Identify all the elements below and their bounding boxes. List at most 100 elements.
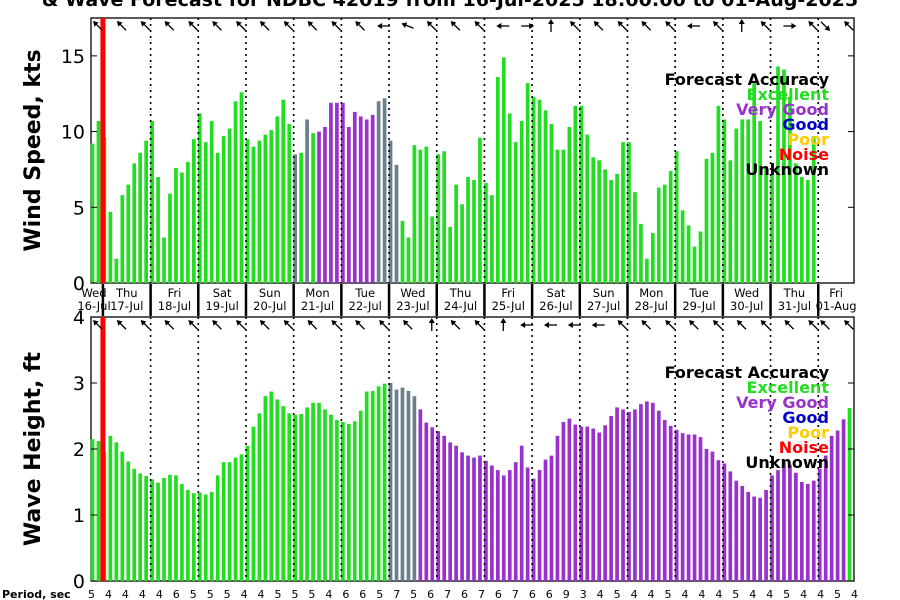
direction-arrow-icon	[93, 21, 103, 31]
data-bar	[752, 83, 757, 283]
data-bar	[603, 169, 607, 283]
direction-arrow-icon	[760, 320, 771, 330]
data-bar	[197, 492, 202, 581]
direction-arrow-icon	[428, 318, 435, 331]
direction-arrow-icon	[687, 23, 701, 29]
data-bar	[495, 470, 500, 581]
direction-arrow-icon	[641, 21, 652, 31]
data-bar	[346, 423, 351, 581]
direction-arrow-icon	[712, 21, 723, 31]
data-bar	[800, 177, 804, 283]
data-bar	[728, 471, 733, 581]
day-label-date: 01-Aug	[816, 299, 857, 313]
data-bar	[329, 414, 333, 581]
data-bar	[692, 434, 697, 581]
data-bar	[287, 124, 292, 283]
period-value: 5	[275, 588, 282, 600]
data-bar	[388, 383, 393, 581]
data-bar	[519, 120, 524, 283]
data-bar	[686, 225, 691, 283]
data-bar	[358, 410, 363, 581]
direction-arrow-icon	[736, 320, 747, 330]
y-tick-label: 5	[73, 197, 85, 219]
data-bar	[740, 119, 745, 283]
current-time-marker	[100, 18, 106, 283]
day-label-date: 29-Jul	[682, 299, 715, 313]
data-bar	[156, 177, 160, 283]
data-bar	[579, 105, 584, 283]
data-bar	[704, 449, 709, 581]
data-bar	[203, 142, 208, 283]
day-label-date: 26-Jul	[539, 299, 572, 313]
data-bar	[627, 142, 631, 283]
data-bar	[305, 407, 309, 581]
direction-arrow-icon	[283, 320, 294, 330]
data-bar	[317, 402, 321, 581]
period-value: 4	[817, 588, 824, 600]
data-bar	[472, 457, 476, 581]
data-bar	[144, 140, 148, 283]
period-label: Period, sec	[2, 588, 71, 600]
data-bar	[382, 98, 387, 283]
day-label-date: 20-Jul	[253, 299, 286, 313]
period-value: 4	[241, 588, 248, 600]
panel-wind: 0 5 10 15 Wind Speed, kts	[21, 17, 855, 295]
data-bar	[454, 445, 458, 581]
data-bar	[275, 116, 280, 283]
data-bar	[358, 116, 363, 283]
data-bar	[639, 223, 643, 283]
period-value: 6	[461, 588, 468, 600]
day-label-date: 27-Jul	[587, 299, 620, 313]
legend-item: Poor	[787, 423, 829, 442]
direction-arrow-icon	[377, 23, 391, 29]
data-bar	[233, 101, 238, 284]
direction-arrow-icon	[450, 21, 461, 31]
direction-arrow-icon	[689, 320, 699, 330]
data-bar	[460, 204, 464, 283]
y-axis-label: Wind Speed, kts	[21, 49, 46, 251]
period-value: 5	[376, 588, 383, 600]
data-bar	[263, 396, 268, 581]
data-bar	[585, 134, 590, 283]
data-bar	[788, 96, 792, 283]
direction-arrow-icon	[808, 21, 818, 31]
data-bar	[269, 391, 274, 581]
data-bar	[430, 216, 435, 283]
day-label-dow: Tue	[354, 286, 375, 300]
day-label-date: 18-Jul	[158, 299, 191, 313]
data-bar	[424, 422, 429, 581]
direction-arrow-icon	[402, 320, 413, 330]
data-bar	[686, 434, 691, 581]
data-bar	[132, 468, 137, 581]
data-bar	[537, 470, 542, 581]
direction-arrow-icon	[140, 21, 151, 31]
period-value: 5	[834, 588, 841, 600]
data-bar	[692, 246, 697, 283]
data-bar	[448, 442, 453, 581]
y-tick-label: 1	[73, 505, 85, 527]
direction-arrow-icon	[188, 320, 199, 330]
direction-arrow-icon	[844, 21, 854, 31]
y-tick-label: 15	[61, 46, 85, 68]
data-bar	[472, 180, 476, 283]
period-value: 4	[122, 588, 129, 600]
data-bar	[609, 180, 613, 283]
day-label-dow: Mon	[305, 286, 329, 300]
direction-arrow-icon	[820, 21, 831, 31]
data-bar	[829, 435, 834, 581]
data-bar	[144, 476, 148, 581]
data-bar	[501, 57, 506, 283]
data-bar	[633, 192, 637, 283]
data-bar	[740, 485, 745, 581]
data-bar	[668, 425, 673, 581]
data-bar	[150, 479, 154, 581]
data-bar	[633, 409, 637, 581]
direction-arrow-icon	[331, 21, 342, 31]
period-value: 4	[156, 588, 163, 600]
legend-item: Unknown	[745, 160, 829, 179]
data-bar	[174, 167, 178, 283]
data-bar	[126, 184, 131, 283]
data-bar	[460, 452, 464, 581]
period-value: 4	[631, 588, 638, 600]
data-bar	[191, 493, 196, 581]
